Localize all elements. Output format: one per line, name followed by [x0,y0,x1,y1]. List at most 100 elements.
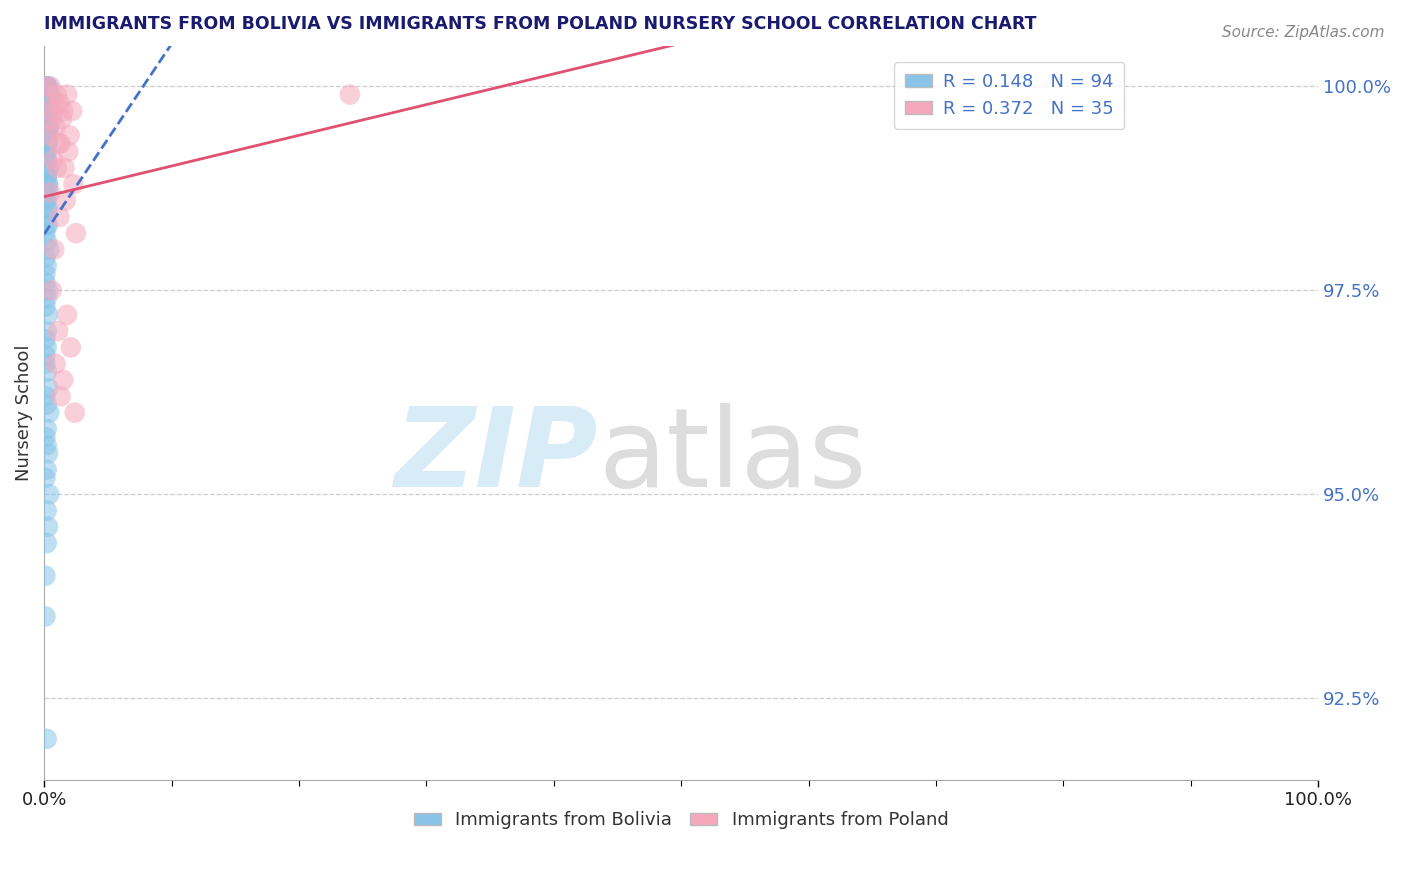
Point [34,300,56,314]
Point [35,79,58,94]
Point [35,87,58,102]
Point [35,422,58,436]
Point [35,194,58,208]
Point [38,406,60,420]
Point [65,226,87,240]
Point [37,283,59,297]
Point [34,112,56,126]
Point [45,161,67,175]
Text: ZIP: ZIP [395,403,599,510]
Point [55,194,77,208]
Point [35,169,58,183]
Point [34,389,56,403]
Point [35,95,58,110]
Point [34,267,56,281]
Point [34,79,56,94]
Point [35,731,58,746]
Point [35,136,58,151]
Point [45,357,67,371]
Point [37,308,59,322]
Point [37,161,59,175]
Point [35,112,58,126]
Point [35,503,58,517]
Point [34,226,56,240]
Point [37,112,59,126]
Point [35,536,58,550]
Point [48,95,70,110]
Point [41,112,63,126]
Point [35,103,58,118]
Point [51,112,73,126]
Point [37,381,59,395]
Point [37,178,59,192]
Point [38,161,60,175]
Point [35,235,58,249]
Point [35,103,58,118]
Point [45,87,67,102]
Point [49,389,72,403]
Point [34,609,56,624]
Point [35,128,58,143]
Point [46,136,69,151]
Text: atlas: atlas [599,403,868,510]
Point [34,103,56,118]
Point [34,186,56,200]
Point [63,406,86,420]
Point [34,145,56,159]
Point [45,120,67,135]
Point [38,487,60,501]
Point [35,128,58,143]
Point [34,79,56,94]
Legend: Immigrants from Bolivia, Immigrants from Poland: Immigrants from Bolivia, Immigrants from… [406,805,956,837]
Point [35,79,58,94]
Point [34,194,56,208]
Point [37,446,59,460]
Point [34,568,56,582]
Point [44,95,66,110]
Point [49,136,72,151]
Point [41,283,63,297]
Point [35,169,58,183]
Point [34,430,56,444]
Point [44,243,66,257]
Point [35,397,58,411]
Point [37,186,59,200]
Point [37,120,59,135]
Point [34,103,56,118]
Point [37,87,59,102]
Point [37,520,59,534]
Point [35,145,58,159]
Point [35,340,58,354]
Point [53,161,76,175]
Point [34,95,56,110]
Point [339,87,361,102]
Text: IMMIGRANTS FROM BOLIVIA VS IMMIGRANTS FROM POLAND NURSERY SCHOOL CORRELATION CHA: IMMIGRANTS FROM BOLIVIA VS IMMIGRANTS FR… [44,15,1036,33]
Point [35,79,58,94]
Point [56,87,79,102]
Point [35,292,58,306]
Point [38,243,60,257]
Point [34,79,56,94]
Point [58,145,80,159]
Point [39,79,62,94]
Point [35,438,58,452]
Point [35,145,58,159]
Point [34,332,56,346]
Point [34,103,56,118]
Point [37,120,59,135]
Point [35,153,58,167]
Point [34,79,56,94]
Point [34,153,56,167]
Point [34,357,56,371]
Point [52,103,75,118]
Point [37,87,59,102]
Point [56,308,79,322]
Point [35,79,58,94]
Point [62,178,84,192]
Text: Source: ZipAtlas.com: Source: ZipAtlas.com [1222,25,1385,40]
Point [46,324,69,338]
Point [59,340,82,354]
Point [37,136,59,151]
Point [42,103,65,118]
Point [35,202,58,216]
